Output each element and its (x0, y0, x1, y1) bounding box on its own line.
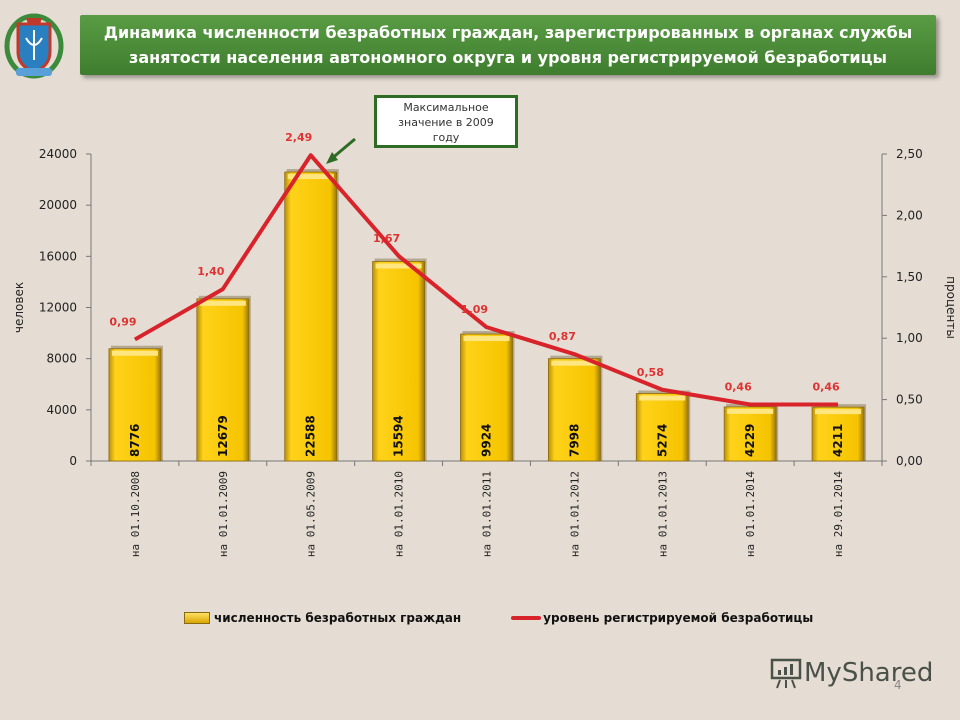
category-label: на 01.01.2014 (744, 471, 757, 557)
category-label: на 01.05.2009 (305, 471, 318, 557)
y2-tick-label: 2,00 (896, 208, 923, 222)
unemployment-rate-line (133, 153, 839, 407)
rate-value-label: 1,67 (373, 232, 400, 245)
category-label: на 01.01.2013 (656, 471, 669, 557)
title-line-1: Динамика численности безработных граждан… (103, 23, 913, 42)
y-tick-label: 20000 (39, 198, 77, 212)
legend-line-label: уровень регистрируемой безработицы (543, 611, 814, 625)
page-number: 4 (894, 678, 902, 692)
bar-value-label: 15594 (392, 415, 406, 457)
rate-value-label: 0,46 (812, 381, 839, 394)
callout-line-1: Максимальное (403, 101, 489, 114)
bar (196, 298, 250, 462)
y-tick-label: 16000 (39, 249, 77, 263)
rate-value-label: 0,46 (725, 381, 752, 394)
bar (108, 348, 162, 462)
y2-axis-title: проценты (944, 276, 958, 339)
bar (284, 171, 338, 462)
bar (723, 406, 777, 462)
category-label: на 01.01.2009 (217, 471, 230, 557)
bar (372, 261, 426, 462)
watermark-text: MyShared (804, 658, 934, 688)
y2-tick-label: 1,50 (896, 270, 923, 284)
bar-value-label: 4211 (831, 424, 845, 457)
category-label: на 01.01.2010 (393, 471, 406, 557)
bar (635, 393, 689, 462)
category-label: на 01.10.2008 (129, 471, 142, 557)
presentation-board-icon (770, 658, 802, 689)
rate-value-label: 1,09 (461, 303, 488, 316)
bar-value-label: 4229 (743, 424, 757, 457)
y-tick-label: 12000 (39, 301, 77, 315)
rate-value-label: 1,40 (197, 265, 224, 278)
bar-value-label: 7998 (567, 424, 581, 457)
legend-bar-swatch (184, 612, 210, 624)
chart-legend: численность безработных граждан уровень … (184, 611, 813, 625)
y-tick-label: 24000 (39, 147, 77, 161)
bar (547, 358, 601, 462)
category-label: на 29.01.2014 (832, 471, 845, 557)
slide-title-banner: Динамика численности безработных граждан… (80, 15, 936, 75)
max-value-callout: Максимальное значение в 2009 году (374, 95, 518, 148)
y-tick-label: 4000 (46, 403, 77, 417)
rate-value-label: 0,87 (549, 330, 576, 343)
bar-value-label: 12679 (216, 415, 230, 457)
bar-value-label: 9924 (480, 424, 494, 457)
bar-value-label: 8776 (128, 424, 142, 457)
rate-value-label: 2,49 (285, 131, 312, 144)
category-label: на 01.01.2011 (481, 471, 494, 557)
coat-of-arms-logo (4, 13, 64, 79)
y2-tick-label: 0,50 (896, 393, 923, 407)
category-label: на 01.01.2012 (568, 471, 581, 557)
callout-line-3: году (432, 131, 460, 144)
y-tick-label: 0 (69, 454, 77, 468)
bar (811, 406, 865, 462)
legend-bars-label: численность безработных граждан (214, 611, 462, 625)
y2-tick-label: 2,50 (896, 147, 923, 161)
watermark: MyShared (768, 656, 933, 690)
y2-tick-label: 1,00 (896, 331, 923, 345)
title-line-2: занятости населения автономного округа и… (129, 48, 887, 67)
y2-tick-label: 0,00 (896, 454, 923, 468)
legend-line-swatch (511, 616, 542, 620)
callout-line-2: значение в 2009 (398, 116, 494, 129)
rate-value-label: 0,58 (637, 366, 664, 379)
bar-value-label: 22588 (304, 415, 318, 457)
y-axis-title: человек (12, 282, 26, 333)
bar (460, 333, 513, 462)
y-tick-label: 8000 (46, 352, 77, 366)
bar-value-label: 5274 (655, 424, 669, 457)
rate-value-label: 0,99 (109, 315, 136, 328)
